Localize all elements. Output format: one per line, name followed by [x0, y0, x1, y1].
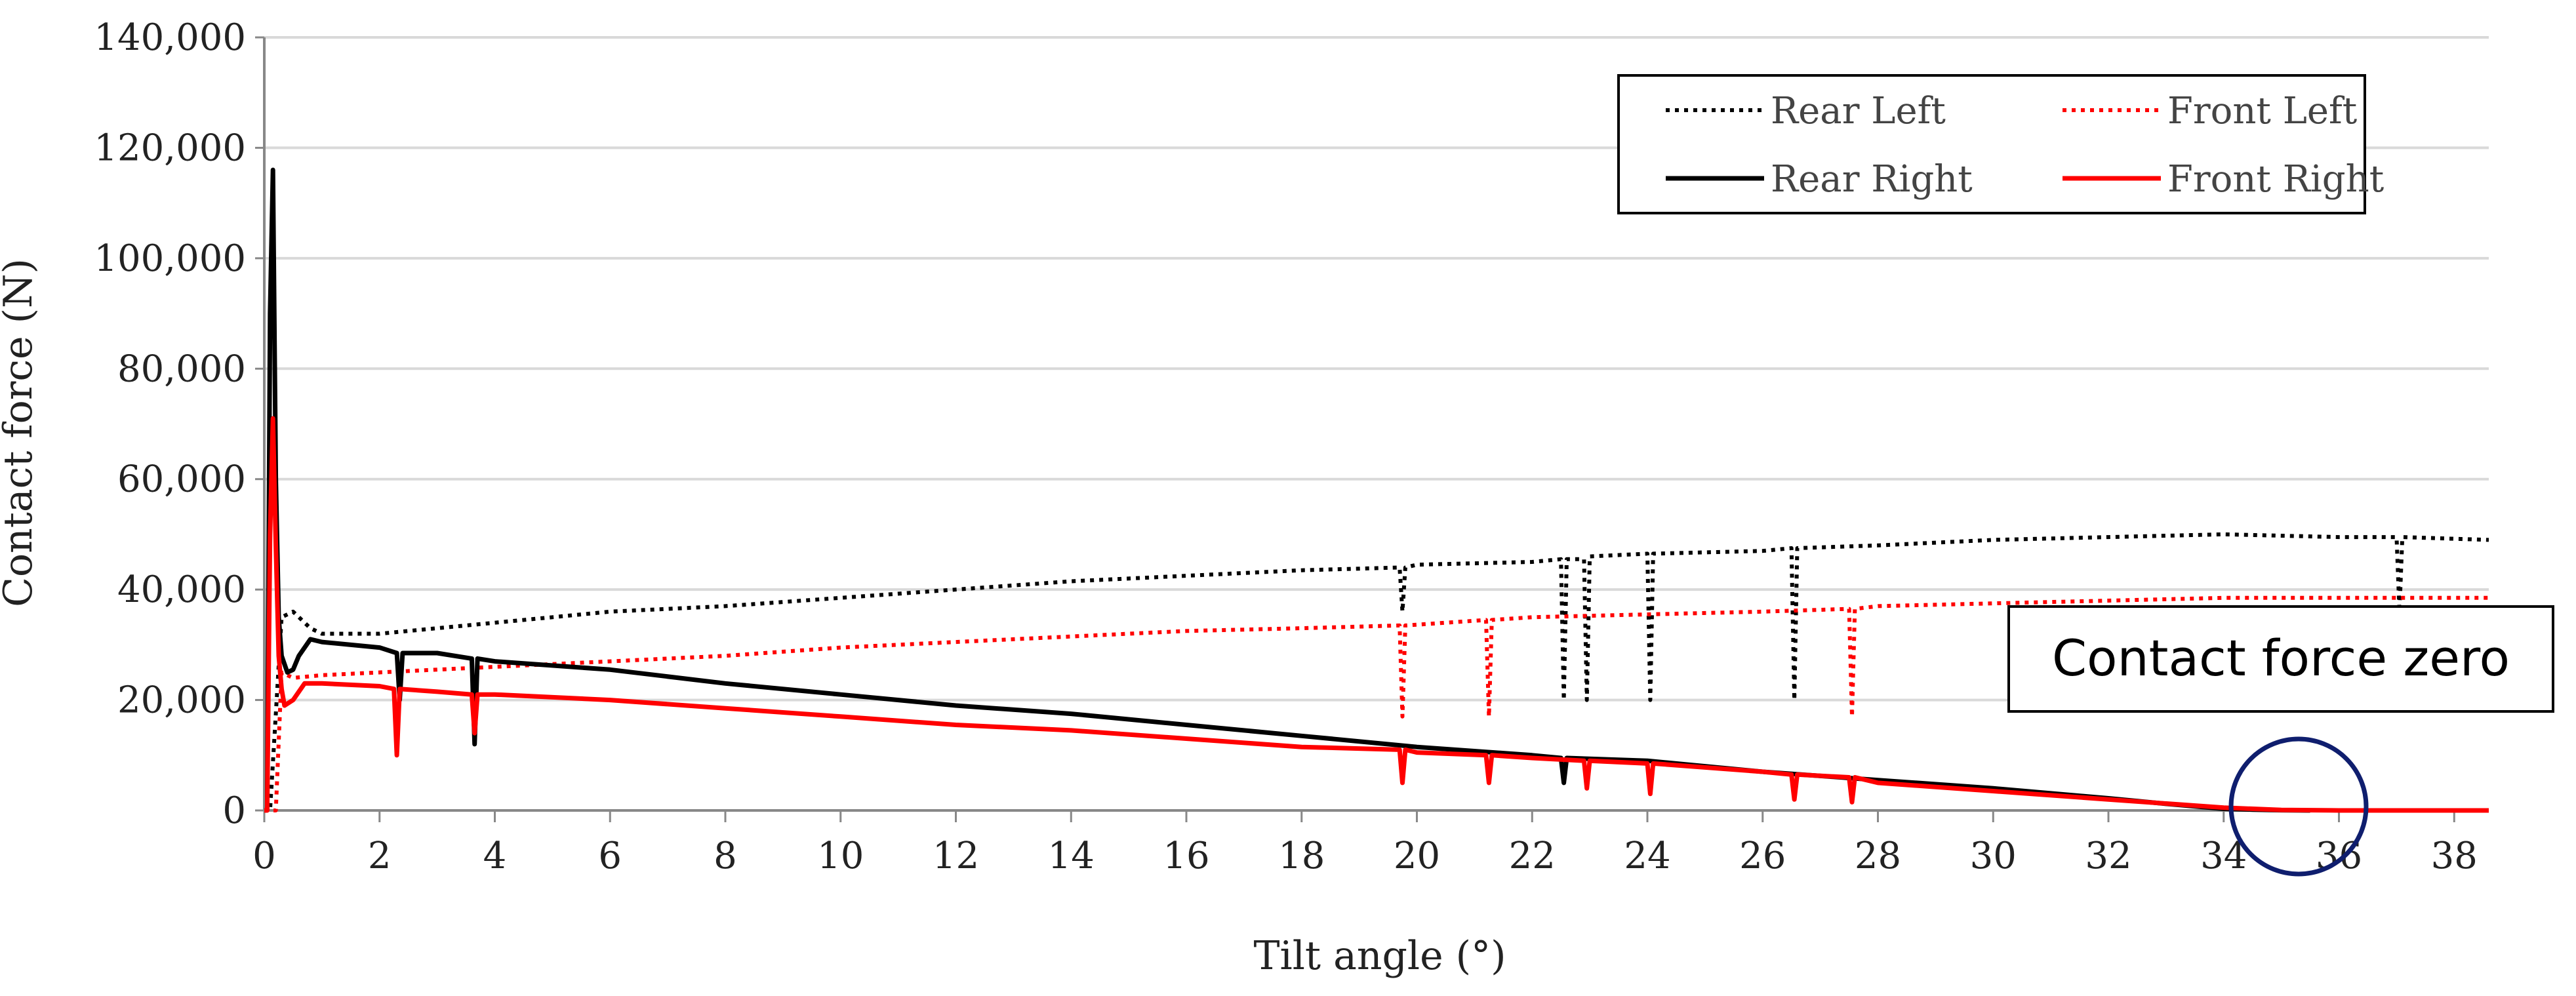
x-axis-title: Tilt angle (°) [1254, 933, 1506, 979]
y-tick-label: 80,000 [117, 348, 246, 390]
x-tick-label: 30 [1970, 835, 2017, 877]
y-tick-label: 40,000 [117, 568, 246, 611]
x-tick-label: 8 [714, 835, 737, 877]
y-tick-label: 60,000 [117, 458, 246, 501]
x-tick-label: 0 [252, 835, 276, 877]
legend-label: Rear Left [1771, 90, 1946, 132]
x-tick-label: 24 [1624, 835, 1670, 877]
legend-label: Rear Right [1771, 158, 1973, 201]
legend-label: Front Left [2167, 90, 2358, 132]
y-tick-label: 120,000 [94, 127, 246, 169]
x-tick-label: 22 [1509, 835, 1556, 877]
y-tick-label: 140,000 [94, 16, 246, 59]
x-tick-label: 4 [483, 835, 507, 877]
y-axis-title: Contact force (N) [0, 258, 41, 607]
y-tick-label: 100,000 [94, 237, 246, 280]
x-tick-label: 6 [598, 835, 622, 877]
y-tick-label: 20,000 [117, 679, 246, 722]
x-tick-label: 32 [2085, 835, 2131, 877]
x-tick-label: 20 [1394, 835, 1440, 877]
x-tick-label: 10 [817, 835, 864, 877]
x-tick-label: 12 [933, 835, 979, 877]
series-group [264, 170, 2489, 810]
chart: 0 20,000 40,000 60,000 80,000 100,000 120,000 1… [0, 0, 2576, 996]
y-tick-label: 0 [222, 789, 246, 832]
x-axis-ticks: 0 2 4 6 8 10 12 14 16 18 20 22 24 26 28 30 32 34 36 38 [252, 810, 2478, 877]
x-tick-label: 38 [2431, 835, 2478, 877]
x-tick-label: 18 [1278, 835, 1325, 877]
annotation-label: Contact force zero [2052, 629, 2510, 687]
x-tick-label: 26 [1739, 835, 1786, 877]
y-axis-ticks: 0 20,000 40,000 60,000 80,000 100,000 120,000 1… [94, 16, 264, 832]
x-tick-label: 16 [1163, 835, 1209, 877]
x-tick-label: 28 [1855, 835, 1901, 877]
legend: Rear Left Front Left Rear Right Front Right [1619, 75, 2385, 213]
annotation: Contact force zero [2009, 607, 2553, 874]
x-tick-label: 2 [368, 835, 392, 877]
legend-label: Front Right [2167, 158, 2385, 201]
series-line-rear-right [267, 170, 2310, 810]
x-tick-label: 14 [1048, 835, 1095, 877]
